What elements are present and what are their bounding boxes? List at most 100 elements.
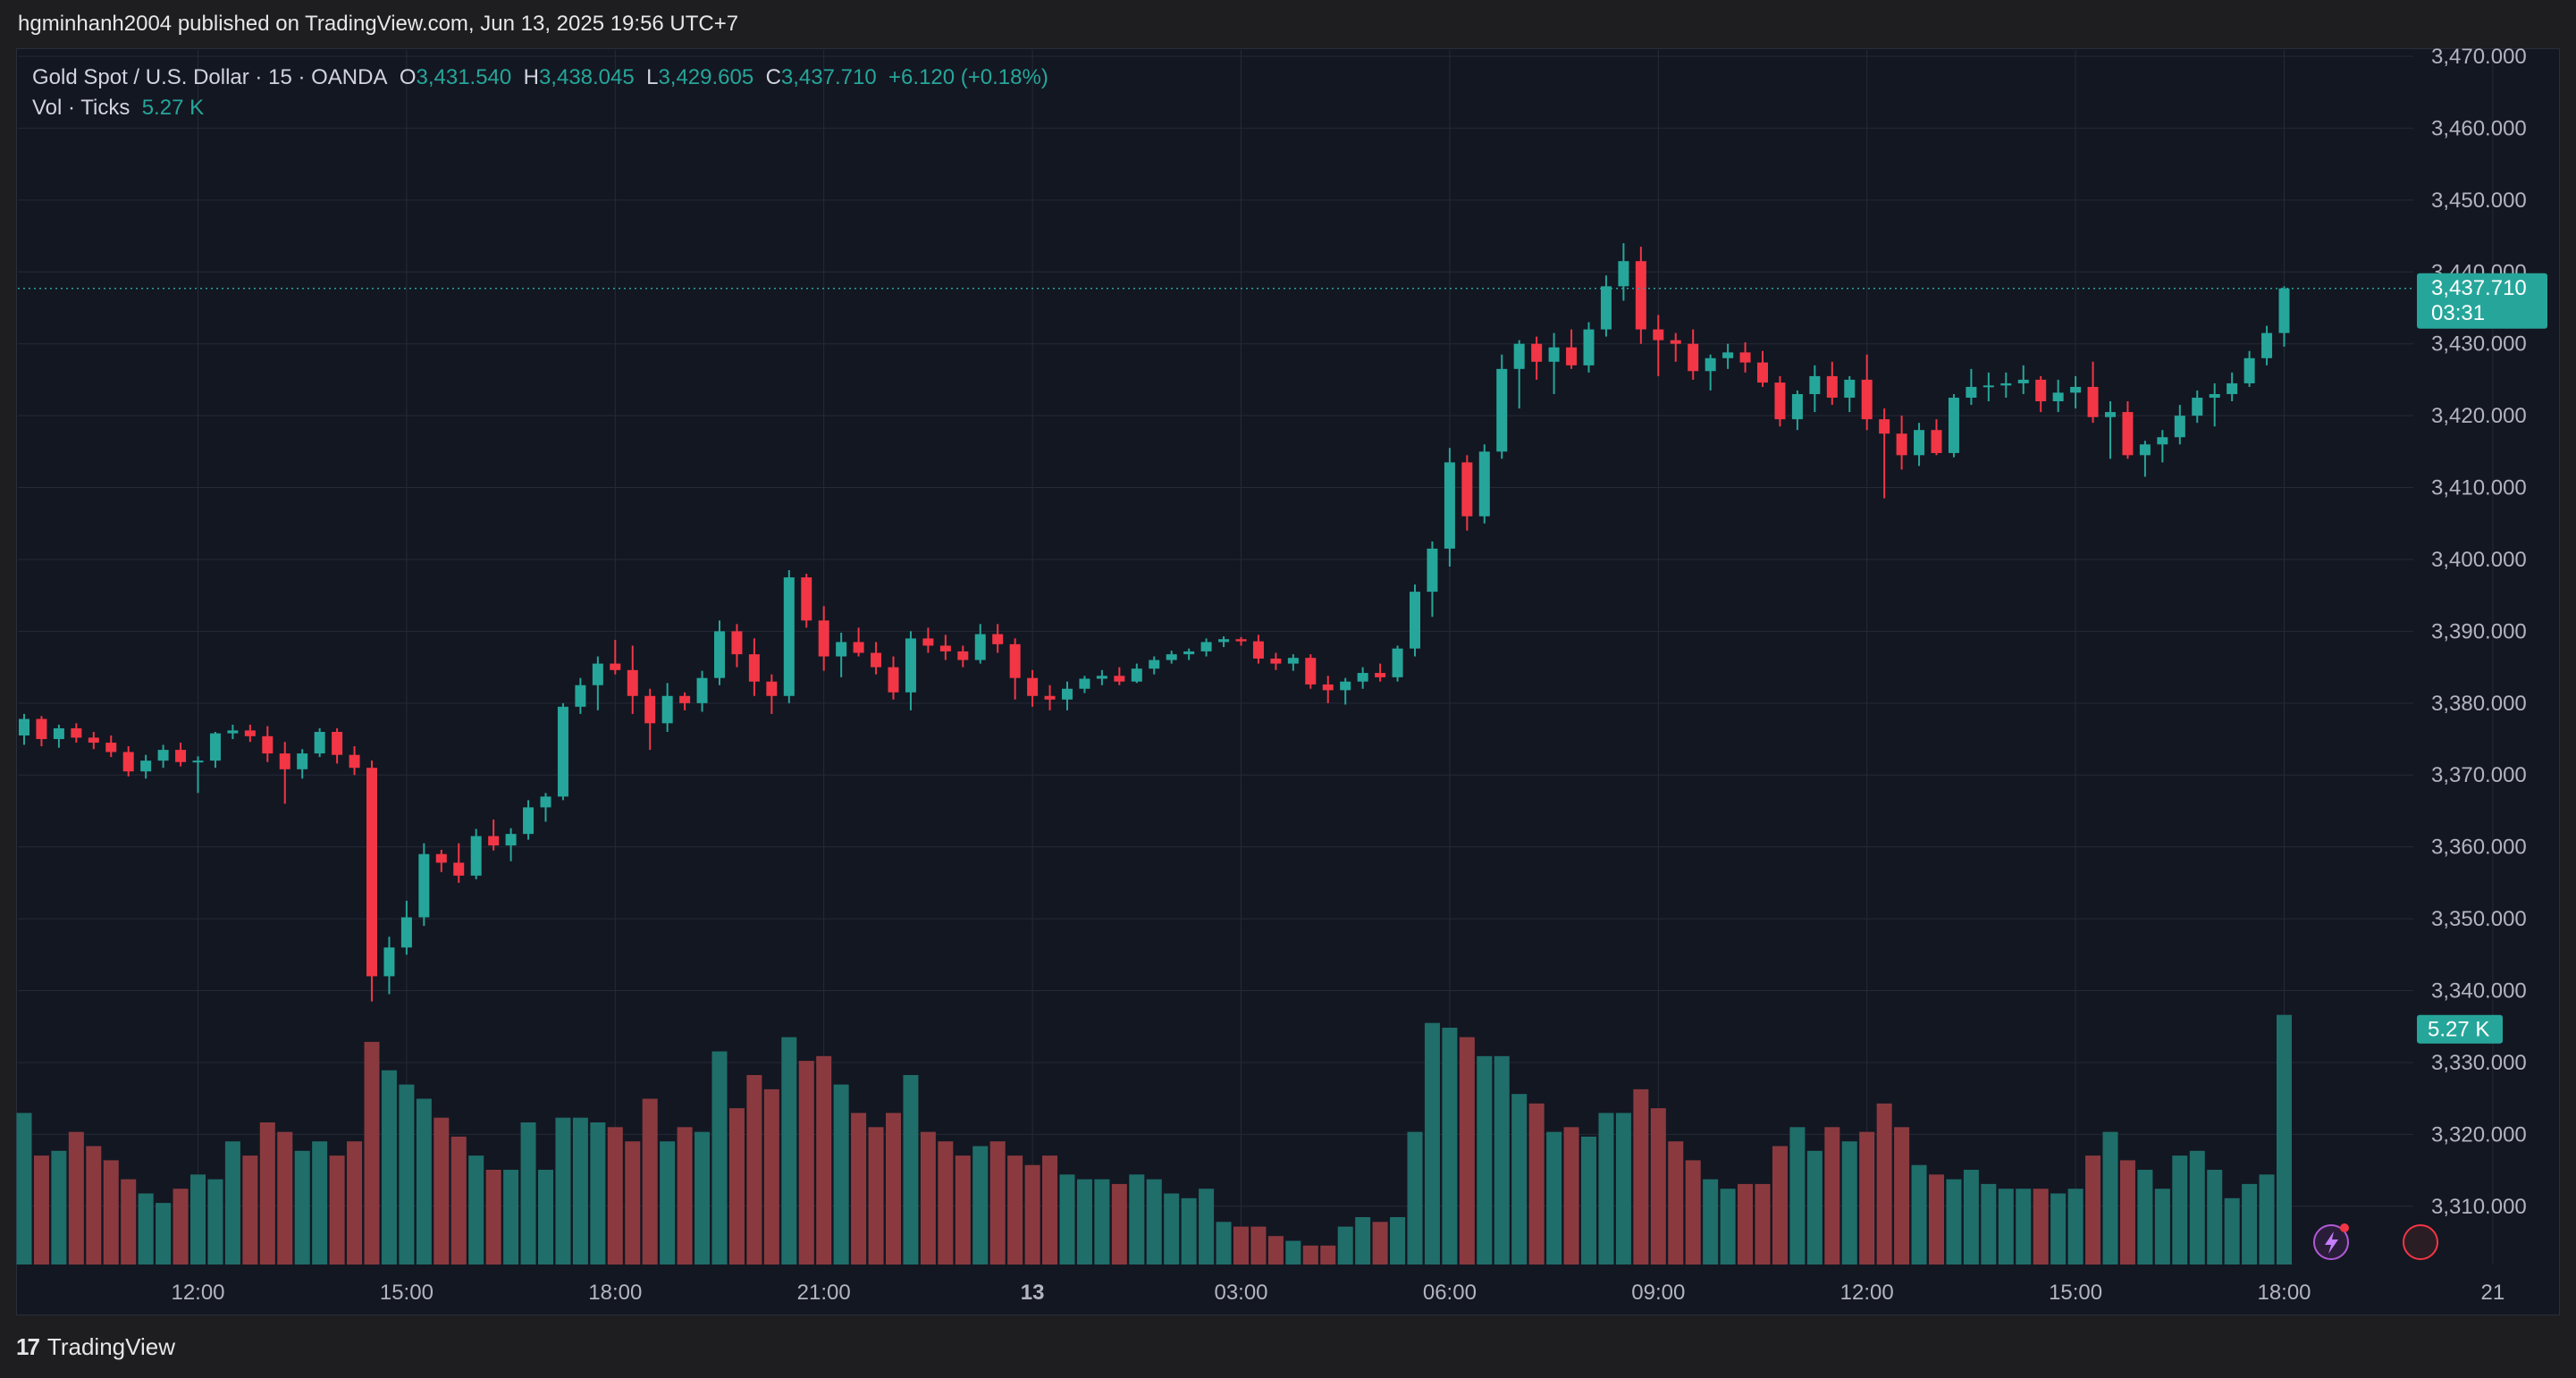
candle-body bbox=[1931, 430, 1942, 453]
candle-body bbox=[1653, 329, 1664, 340]
candle-body bbox=[766, 681, 778, 696]
volume-bar bbox=[972, 1146, 989, 1265]
volume-label[interactable]: Vol · Ticks bbox=[32, 96, 130, 120]
volume-bar bbox=[399, 1084, 415, 1265]
volume-bar bbox=[312, 1141, 328, 1265]
candle-body bbox=[992, 634, 1004, 644]
volume-bar bbox=[434, 1117, 450, 1265]
volume-bar bbox=[1720, 1189, 1736, 1265]
candle-body bbox=[2243, 357, 2255, 383]
candle-body bbox=[349, 754, 360, 769]
candle-body bbox=[1410, 592, 1420, 649]
candle-body bbox=[1131, 668, 1142, 682]
candle-body bbox=[1114, 676, 1125, 682]
volume-bar bbox=[207, 1179, 223, 1265]
low-label: L bbox=[646, 65, 659, 89]
volume-bar bbox=[798, 1061, 814, 1265]
y-tick-label: 3,430.000 bbox=[2431, 332, 2527, 357]
y-tick-label: 3,460.000 bbox=[2431, 116, 2527, 140]
candle-body bbox=[244, 730, 256, 736]
volume-bar bbox=[1390, 1217, 1406, 1265]
candle-body bbox=[2000, 382, 2012, 386]
close-label: C bbox=[765, 65, 781, 89]
footer-bar: 17 TradingView bbox=[0, 1315, 2576, 1378]
candle-body bbox=[1392, 648, 1403, 677]
candle-body bbox=[939, 645, 951, 651]
candle-body bbox=[575, 685, 586, 707]
candle-body bbox=[610, 663, 621, 670]
candle-body bbox=[262, 735, 274, 754]
candle-body bbox=[122, 752, 134, 772]
footer-brand[interactable]: TradingView bbox=[46, 1332, 175, 1360]
volume-bar bbox=[607, 1127, 623, 1265]
x-tick-label: 12:00 bbox=[171, 1281, 224, 1305]
candle-body bbox=[1444, 462, 1455, 549]
candle-body bbox=[400, 917, 412, 948]
volume-bar bbox=[103, 1160, 119, 1265]
volume-bar bbox=[1946, 1179, 1962, 1265]
tradingview-logo-icon[interactable]: 17 bbox=[16, 1332, 40, 1360]
x-tick-label: 09:00 bbox=[1631, 1281, 1685, 1305]
volume-bar bbox=[277, 1131, 293, 1265]
volume-bar bbox=[625, 1141, 641, 1265]
y-tick-label: 3,390.000 bbox=[2431, 619, 2527, 643]
volume-bar bbox=[746, 1075, 762, 1265]
volume-bar bbox=[329, 1155, 345, 1265]
volume-bar bbox=[121, 1179, 137, 1265]
candle-body bbox=[731, 631, 743, 655]
volume-bar bbox=[450, 1136, 467, 1265]
candle-body bbox=[2105, 412, 2116, 417]
last-volume-tag bbox=[2417, 1014, 2503, 1044]
volume-bar bbox=[642, 1098, 658, 1265]
symbol-label[interactable]: Gold Spot / U.S. Dollar · 15 · OANDA bbox=[32, 65, 388, 89]
candle-body bbox=[2139, 444, 2151, 456]
volume-bar bbox=[190, 1174, 206, 1265]
volume-bar bbox=[1111, 1183, 1127, 1265]
volume-bar bbox=[1199, 1189, 1215, 1265]
volume-bar bbox=[2085, 1155, 2101, 1265]
volume-bar bbox=[868, 1127, 884, 1265]
volume-bar bbox=[2242, 1183, 2258, 1265]
candle-body bbox=[661, 695, 673, 724]
last-price-label: 3,437.710 bbox=[2431, 276, 2527, 300]
volume-bar bbox=[1250, 1226, 1267, 1265]
y-tick-label: 3,470.000 bbox=[2431, 45, 2527, 69]
candle-body bbox=[1009, 643, 1021, 678]
volume-bar bbox=[1181, 1197, 1197, 1265]
volume-bar bbox=[520, 1122, 536, 1265]
candle-body bbox=[957, 651, 969, 660]
candle-body bbox=[1983, 385, 1994, 388]
candle-body bbox=[644, 695, 656, 724]
candle-body bbox=[1722, 352, 1734, 358]
volume-bar bbox=[503, 1170, 519, 1265]
candle-body bbox=[1062, 688, 1073, 700]
volume-bar bbox=[1477, 1055, 1493, 1265]
chart-panel[interactable] bbox=[16, 48, 2560, 1315]
candle-body bbox=[2261, 332, 2273, 358]
candle-body bbox=[783, 577, 795, 696]
volume-bar bbox=[1267, 1236, 1284, 1265]
candle-body bbox=[418, 853, 430, 918]
candle-body bbox=[209, 733, 221, 761]
volume-bar bbox=[1755, 1183, 1771, 1265]
candle-body bbox=[2209, 393, 2220, 399]
candlestick-chart[interactable]: 3,470.0003,460.0003,450.0003,440.0003,43… bbox=[0, 0, 2576, 1315]
volume-bar bbox=[1806, 1150, 1823, 1265]
last-volume-label: 5.27 K bbox=[2428, 1018, 2489, 1042]
candle-body bbox=[1879, 419, 1890, 434]
volume-bar bbox=[1824, 1127, 1840, 1265]
candle-body bbox=[592, 663, 603, 685]
candle-body bbox=[696, 677, 708, 703]
lightning-glyph-icon bbox=[2325, 1231, 2338, 1254]
volume-bar bbox=[1442, 1028, 1458, 1265]
candle-body bbox=[540, 796, 551, 808]
volume-bar bbox=[1302, 1245, 1318, 1265]
candle-body bbox=[366, 768, 377, 977]
candle-body bbox=[1966, 386, 1977, 399]
candle-body bbox=[974, 634, 986, 660]
volume-bar bbox=[242, 1155, 258, 1265]
volume-bar bbox=[1703, 1179, 1719, 1265]
volume-bar bbox=[1911, 1164, 1927, 1265]
publisher-text: hgminhanh2004 published on TradingView.c… bbox=[18, 12, 739, 36]
volume-bar bbox=[1772, 1146, 1788, 1265]
